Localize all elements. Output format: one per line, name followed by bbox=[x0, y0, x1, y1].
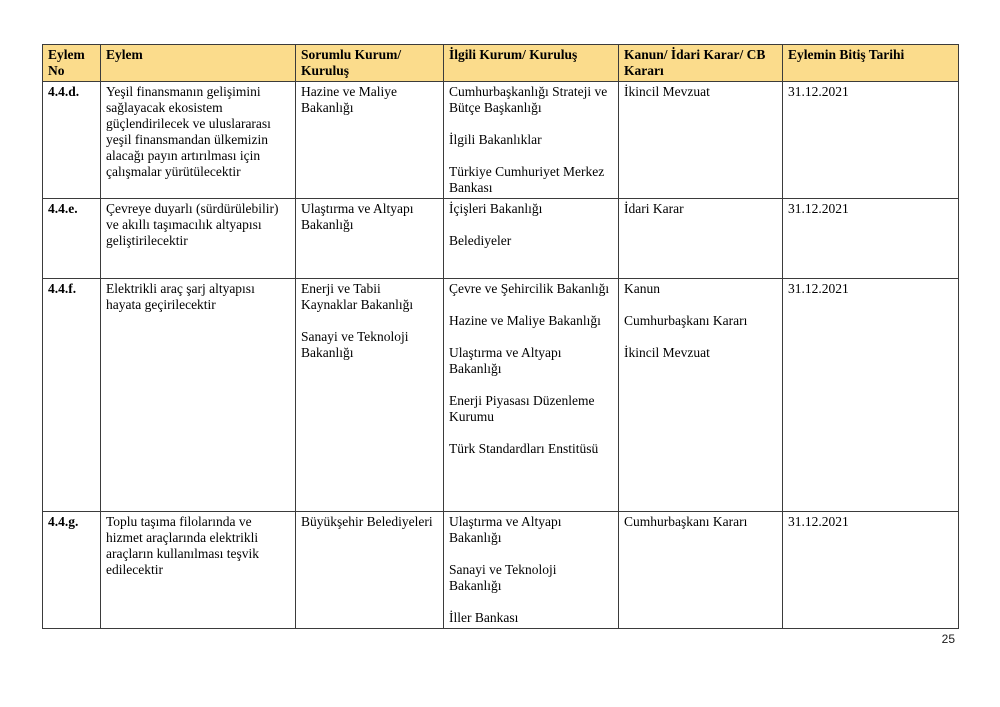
cell-tarih: 31.12.2021 bbox=[782, 81, 959, 199]
action-plan-table-container: Eylem No Eylem Sorumlu Kurum/ Kuruluş İl… bbox=[42, 44, 959, 629]
table-row: 4.4.d. Yeşil finansmanın gelişimini sağl… bbox=[42, 81, 959, 199]
cell-karar: Cumhurbaşkanı Kararı bbox=[618, 511, 783, 629]
cell-karar: Kanun Cumhurbaşkanı Kararı İkincil Mevzu… bbox=[618, 278, 783, 512]
cell-eylem: Çevreye duyarlı (sürdürülebilir) ve akıl… bbox=[100, 198, 296, 279]
ilgili-item: Ulaştırma ve Altyapı Bakanlığı bbox=[449, 345, 562, 376]
eylem-text: Çevreye duyarlı (sürdürülebilir) ve akıl… bbox=[106, 201, 279, 248]
cell-tarih: 31.12.2021 bbox=[782, 511, 959, 629]
header-eylem: Eylem bbox=[100, 44, 296, 82]
karar-item: Cumhurbaşkanı Kararı bbox=[624, 514, 748, 529]
ilgili-item: İçişleri Bakanlığı bbox=[449, 201, 543, 216]
page-number: 25 bbox=[941, 632, 955, 646]
cell-sorumlu: Hazine ve Maliye Bakanlığı bbox=[295, 81, 444, 199]
ilgili-item: İller Bankası bbox=[449, 610, 519, 625]
eylem-no-text: 4.4.e. bbox=[48, 201, 78, 216]
cell-ilgili: Ulaştırma ve Altyapı Bakanlığı Sanayi ve… bbox=[443, 511, 619, 629]
cell-sorumlu: Büyükşehir Belediyeleri bbox=[295, 511, 444, 629]
karar-item: Cumhurbaşkanı Kararı bbox=[624, 313, 748, 328]
ilgili-item: Türkiye Cumhuriyet Merkez Bankası bbox=[449, 164, 605, 195]
ilgili-item: Cumhurbaşkanlığı Strateji ve Bütçe Başka… bbox=[449, 84, 608, 115]
header-bitis-tarihi: Eylemin Bitiş Tarihi bbox=[782, 44, 959, 82]
cell-tarih: 31.12.2021 bbox=[782, 278, 959, 512]
header-ilgili-kurum: İlgili Kurum/ Kuruluş bbox=[443, 44, 619, 82]
cell-karar: İkincil Mevzuat bbox=[618, 81, 783, 199]
ilgili-item: Hazine ve Maliye Bakanlığı bbox=[449, 313, 601, 328]
ilgili-item: Türk Standardları Enstitüsü bbox=[449, 441, 599, 456]
sorumlu-item: Büyükşehir Belediyeleri bbox=[301, 514, 433, 529]
cell-eylem: Yeşil finansmanın gelişimini sağlayacak … bbox=[100, 81, 296, 199]
cell-sorumlu: Enerji ve Tabii Kaynaklar Bakanlığı Sana… bbox=[295, 278, 444, 512]
eylem-no-text: 4.4.g. bbox=[48, 514, 79, 529]
karar-item: İdari Karar bbox=[624, 201, 684, 216]
tarih-text: 31.12.2021 bbox=[788, 201, 849, 216]
sorumlu-item: Hazine ve Maliye Bakanlığı bbox=[301, 84, 397, 115]
karar-item: İkincil Mevzuat bbox=[624, 84, 710, 99]
table-row: 4.4.f. Elektrikli araç şarj altyapısı ha… bbox=[42, 278, 959, 512]
cell-sorumlu: Ulaştırma ve Altyapı Bakanlığı bbox=[295, 198, 444, 279]
eylem-no-text: 4.4.d. bbox=[48, 84, 80, 99]
cell-eylem: Elektrikli araç şarj altyapısı hayata ge… bbox=[100, 278, 296, 512]
sorumlu-item: Sanayi ve Teknoloji Bakanlığı bbox=[301, 329, 409, 360]
header-sorumlu-kurum: Sorumlu Kurum/ Kuruluş bbox=[295, 44, 444, 82]
tarih-text: 31.12.2021 bbox=[788, 84, 849, 99]
cell-eylem-no: 4.4.g. bbox=[42, 511, 101, 629]
cell-eylem-no: 4.4.e. bbox=[42, 198, 101, 279]
eylem-no-text: 4.4.f. bbox=[48, 281, 77, 296]
cell-karar: İdari Karar bbox=[618, 198, 783, 279]
karar-item: İkincil Mevzuat bbox=[624, 345, 710, 360]
action-plan-table: Eylem No Eylem Sorumlu Kurum/ Kuruluş İl… bbox=[42, 44, 959, 629]
eylem-text: Yeşil finansmanın gelişimini sağlayacak … bbox=[106, 84, 271, 179]
ilgili-item: Çevre ve Şehircilik Bakanlığı bbox=[449, 281, 610, 296]
eylem-text: Elektrikli araç şarj altyapısı hayata ge… bbox=[106, 281, 255, 312]
cell-eylem: Toplu taşıma filolarında ve hizmet araçl… bbox=[100, 511, 296, 629]
table-row: 4.4.e. Çevreye duyarlı (sürdürülebilir) … bbox=[42, 198, 959, 279]
tarih-text: 31.12.2021 bbox=[788, 281, 849, 296]
cell-ilgili: İçişleri Bakanlığı Belediyeler bbox=[443, 198, 619, 279]
sorumlu-item: Ulaştırma ve Altyapı Bakanlığı bbox=[301, 201, 414, 232]
ilgili-item: Ulaştırma ve Altyapı Bakanlığı bbox=[449, 514, 562, 545]
karar-item: Kanun bbox=[624, 281, 660, 296]
cell-eylem-no: 4.4.d. bbox=[42, 81, 101, 199]
cell-eylem-no: 4.4.f. bbox=[42, 278, 101, 512]
sorumlu-item: Enerji ve Tabii Kaynaklar Bakanlığı bbox=[301, 281, 414, 312]
table-header-row: Eylem No Eylem Sorumlu Kurum/ Kuruluş İl… bbox=[42, 44, 959, 82]
eylem-text: Toplu taşıma filolarında ve hizmet araçl… bbox=[106, 514, 259, 577]
tarih-text: 31.12.2021 bbox=[788, 514, 849, 529]
cell-ilgili: Çevre ve Şehircilik Bakanlığı Hazine ve … bbox=[443, 278, 619, 512]
table-row: 4.4.g. Toplu taşıma filolarında ve hizme… bbox=[42, 511, 959, 629]
ilgili-item: Enerji Piyasası Düzenleme Kurumu bbox=[449, 393, 595, 424]
header-eylem-no: Eylem No bbox=[42, 44, 101, 82]
cell-tarih: 31.12.2021 bbox=[782, 198, 959, 279]
ilgili-item: İlgili Bakanlıklar bbox=[449, 132, 542, 147]
cell-ilgili: Cumhurbaşkanlığı Strateji ve Bütçe Başka… bbox=[443, 81, 619, 199]
header-kanun-karar: Kanun/ İdari Karar/ CB Kararı bbox=[618, 44, 783, 82]
ilgili-item: Belediyeler bbox=[449, 233, 512, 248]
ilgili-item: Sanayi ve Teknoloji Bakanlığı bbox=[449, 562, 557, 593]
